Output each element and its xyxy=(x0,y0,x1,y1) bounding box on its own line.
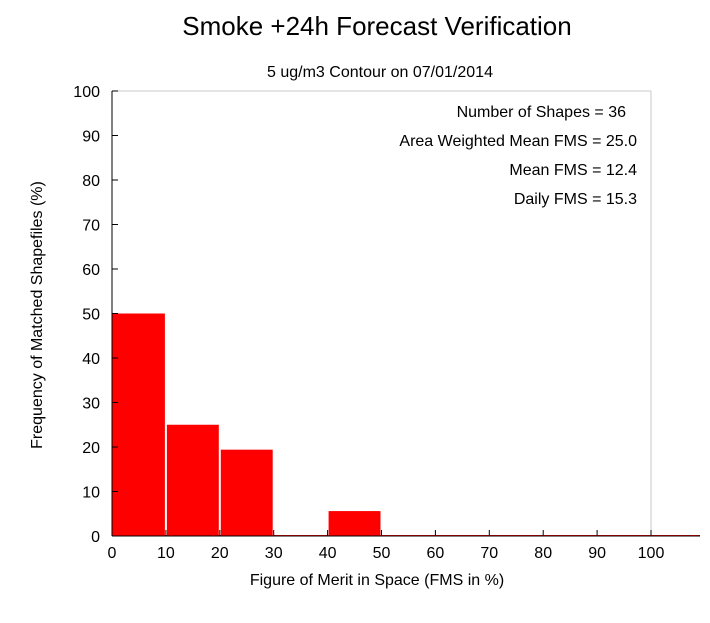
x-tick-label: 30 xyxy=(265,545,283,562)
y-tick-label: 30 xyxy=(82,396,100,413)
y-tick-label: 100 xyxy=(73,84,100,101)
ticks-layer: 0 10 20 30 40 50 60 70 80 90 100 0 10 20 30 40 50 60 70 80 9… xyxy=(73,84,664,562)
stats-annotations: Number of Shapes = 36 Area Weighted Mean… xyxy=(399,104,637,208)
chart-title: Smoke +24h Forecast Verification xyxy=(182,11,571,41)
y-tick-label: 80 xyxy=(82,173,100,190)
y-tick-label: 10 xyxy=(82,485,100,502)
chart-subtitle: 5 ug/m3 Contour on 07/01/2014 xyxy=(267,64,493,81)
bars-layer xyxy=(112,313,700,536)
annotation-number-of-shapes: Number of Shapes = 36 xyxy=(457,104,627,121)
x-tick-label: 100 xyxy=(638,545,665,562)
histogram-bar-40-50 xyxy=(328,511,381,536)
x-tick-label: 20 xyxy=(211,545,229,562)
y-tick-label: 0 xyxy=(91,529,100,546)
y-tick-label: 90 xyxy=(82,129,100,146)
y-tick-label: 70 xyxy=(82,218,100,235)
annotation-area-weighted-mean-fms: Area Weighted Mean FMS = 25.0 xyxy=(399,133,637,150)
histogram-bar-20-30 xyxy=(220,449,273,536)
histogram-bar-0-10 xyxy=(112,313,165,536)
x-tick-label: 60 xyxy=(427,545,445,562)
y-tick-label: 50 xyxy=(82,307,100,324)
y-tick-label: 40 xyxy=(82,351,100,368)
y-tick-label: 20 xyxy=(82,440,100,457)
x-tick-label: 50 xyxy=(373,545,391,562)
y-tick-label: 60 xyxy=(82,262,100,279)
annotation-mean-fms: Mean FMS = 12.4 xyxy=(509,162,637,179)
x-tick-label: 10 xyxy=(157,545,175,562)
x-tick-label: 70 xyxy=(480,545,498,562)
y-axis-label: Frequency of Matched Shapefiles (%) xyxy=(29,181,46,449)
annotation-daily-fms: Daily FMS = 15.3 xyxy=(514,191,637,208)
x-tick-label: 90 xyxy=(588,545,606,562)
x-axis-label: Figure of Merit in Space (FMS in %) xyxy=(250,572,504,589)
x-tick-label: 0 xyxy=(108,545,117,562)
x-tick-label: 40 xyxy=(319,545,337,562)
x-tick-label: 80 xyxy=(534,545,552,562)
histogram-bar-10-20 xyxy=(166,424,219,536)
